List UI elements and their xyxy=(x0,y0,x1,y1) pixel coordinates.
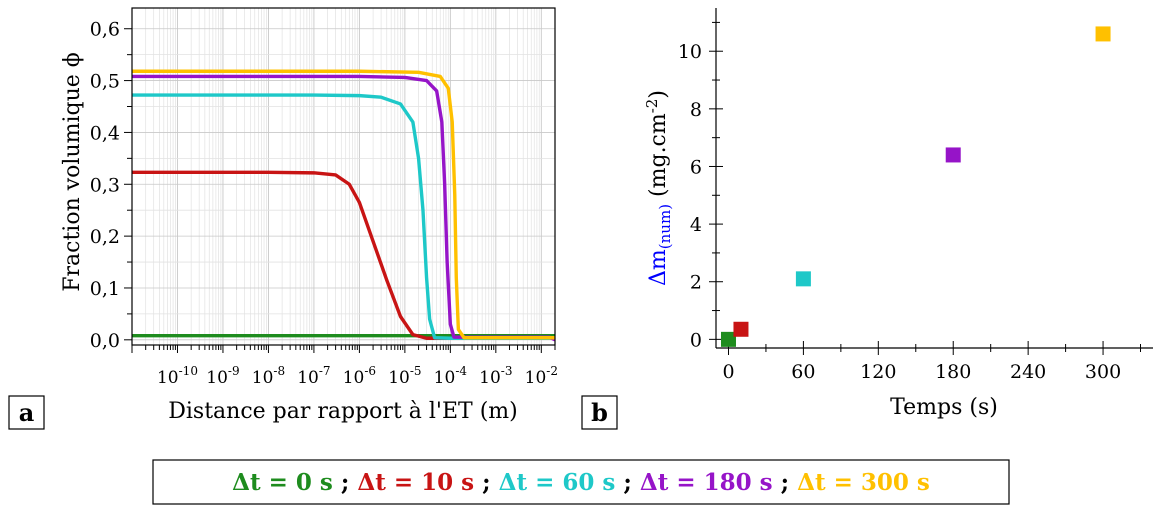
panel-b-y-axis-superscript: -2 xyxy=(643,99,661,114)
panel-b-y-tick-label: 0 xyxy=(690,329,702,351)
legend-separator: ; xyxy=(474,469,499,496)
panel-b-y-tick-label: 10 xyxy=(678,41,702,63)
panel-b-x-tick-label: 240 xyxy=(1010,361,1046,383)
legend-text: Δt = 0 s ; Δt = 10 s ; Δt = 60 s ; Δt = … xyxy=(232,469,930,496)
panel-a-y-axis-title: Fraction volumique ϕ xyxy=(60,52,85,292)
panel-b-data-point xyxy=(795,271,811,287)
panel-b-y-axis-subscript: (num) xyxy=(656,204,674,249)
panel-b-x-axis-title: Temps (s) xyxy=(890,395,998,420)
panel-a-letter: a xyxy=(19,398,35,427)
panel-b-y-axis-delta-m: Δm xyxy=(646,249,671,286)
panel-a-y-tick-label: 0,0 xyxy=(90,330,120,352)
legend-box xyxy=(152,459,1010,505)
panel-b-y-tick-label: 4 xyxy=(690,214,702,236)
panel-b-ticks xyxy=(709,21,1142,355)
legend-entry: Δt = 180 s xyxy=(640,469,773,496)
panel-a-x-tick-label: 10-9 xyxy=(206,364,239,388)
panel-a-series-line xyxy=(132,93,555,340)
panel-b-y-axis-close: ) xyxy=(646,90,671,99)
panel-b-data-point xyxy=(733,321,749,337)
panel-a-y-tick-label: 0,4 xyxy=(90,122,120,144)
panel-b-y-tick-label: 8 xyxy=(690,99,702,121)
panel-b-y-tick-label: 6 xyxy=(690,156,702,178)
panel-b-letter: b xyxy=(591,398,608,427)
panel-b-x-tick-label: 120 xyxy=(860,361,896,383)
panel-b-x-tick-label: 0 xyxy=(722,361,734,383)
panel-a-x-tick-label: 10-6 xyxy=(343,364,376,388)
panel-a-y-tick-label: 0,3 xyxy=(90,174,120,196)
panel-b-y-tick-label: 2 xyxy=(690,272,702,294)
panel-a-y-tick-label: 0,5 xyxy=(90,71,120,93)
legend: Δt = 0 s ; Δt = 10 s ; Δt = 60 s ; Δt = … xyxy=(152,459,1010,505)
panel-b-letter-box: b xyxy=(581,395,618,430)
panel-b-y-axis-unit: (mg.cm xyxy=(646,113,671,204)
panel-a-y-tick-label: 0,2 xyxy=(90,226,120,248)
panel-a-x-tick-label: 10-5 xyxy=(388,364,421,388)
panel-a-tick-labels: 0,0 0,1 0,2 0,3 0,4 0,5 0,6 10-10 10-9 10-8 10-7 10… xyxy=(90,19,558,388)
panel-a-x-tick-label: 10-3 xyxy=(479,364,512,388)
panel-b-axes xyxy=(715,8,1153,349)
legend-entry: Δt = 300 s xyxy=(797,469,930,496)
panel-b-x-tick-label: 300 xyxy=(1085,361,1121,383)
panel-a-letter-box: a xyxy=(8,395,45,430)
panel-a-chart: 0,0 0,1 0,2 0,3 0,4 0,5 0,6 10-10 10-9 10-8 10-7 10… xyxy=(60,7,558,424)
panel-b-chart: 0 60 120 180 240 300 0 2 4 6 8 10 Temps (s) Δm(num)… xyxy=(643,8,1153,420)
panel-b-data-point xyxy=(1095,26,1111,42)
legend-separator: ; xyxy=(773,469,798,496)
panel-a-grid xyxy=(131,8,556,345)
panel-a-y-tick-label: 0,6 xyxy=(90,19,120,41)
panel-b-tick-labels: 0 60 120 180 240 300 0 2 4 6 8 10 xyxy=(678,41,1121,383)
legend-entry: Δt = 0 s xyxy=(232,469,333,496)
panel-a-x-tick-label: 10-7 xyxy=(297,364,330,388)
legend-separator: ; xyxy=(615,469,640,496)
panel-a-x-axis-title: Distance par rapport à l'ET (m) xyxy=(168,399,517,424)
panel-b-points xyxy=(720,26,1111,347)
panel-b-data-point xyxy=(945,147,961,163)
panel-b-data-point xyxy=(720,331,736,347)
panel-a-series xyxy=(132,69,556,342)
panel-a-series-line xyxy=(132,170,555,340)
panel-a-x-tick-label: 10-4 xyxy=(434,364,468,388)
panel-a-frame xyxy=(131,7,556,346)
panel-a-y-tick-label: 0,1 xyxy=(90,278,120,300)
panel-a-x-tick-label: 10-10 xyxy=(157,364,198,388)
panel-a-x-tick-label: 10-8 xyxy=(252,364,285,388)
legend-separator: ; xyxy=(333,469,358,496)
panel-a-series-line xyxy=(132,69,555,340)
legend-entry: Δt = 10 s xyxy=(357,469,474,496)
panel-b-x-tick-label: 180 xyxy=(935,361,971,383)
panel-a-x-tick-label: 10-2 xyxy=(525,364,558,388)
panel-b-x-tick-label: 60 xyxy=(791,361,815,383)
panel-a-ticks xyxy=(124,28,556,353)
legend-entry: Δt = 60 s xyxy=(499,469,616,496)
panel-b-y-axis-title: Δm(num) (mg.cm-2) xyxy=(643,90,674,286)
